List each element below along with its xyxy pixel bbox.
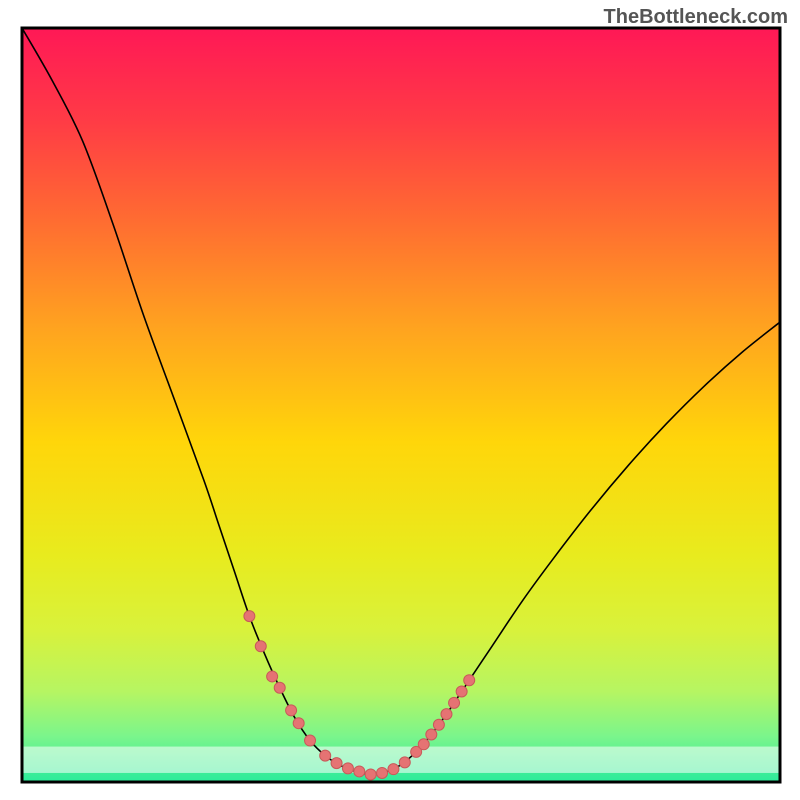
data-marker — [388, 764, 399, 775]
data-marker — [426, 729, 437, 740]
watermark-text: TheBottleneck.com — [604, 6, 788, 29]
data-marker — [293, 718, 304, 729]
data-marker — [342, 763, 353, 774]
plot-background — [22, 28, 780, 782]
data-marker — [418, 739, 429, 750]
data-marker — [255, 641, 266, 652]
data-marker — [456, 686, 467, 697]
data-marker — [267, 671, 278, 682]
data-marker — [320, 750, 331, 761]
data-marker — [244, 611, 255, 622]
data-marker — [274, 682, 285, 693]
data-marker — [305, 735, 316, 746]
chart-container: TheBottleneck.com — [0, 0, 800, 800]
data-marker — [365, 769, 376, 780]
data-marker — [331, 758, 342, 769]
data-marker — [377, 767, 388, 778]
data-marker — [449, 697, 460, 708]
data-marker — [354, 766, 365, 777]
chart-svg — [0, 0, 800, 800]
data-marker — [399, 757, 410, 768]
data-marker — [433, 719, 444, 730]
data-marker — [464, 675, 475, 686]
data-marker — [286, 705, 297, 716]
data-marker — [441, 709, 452, 720]
